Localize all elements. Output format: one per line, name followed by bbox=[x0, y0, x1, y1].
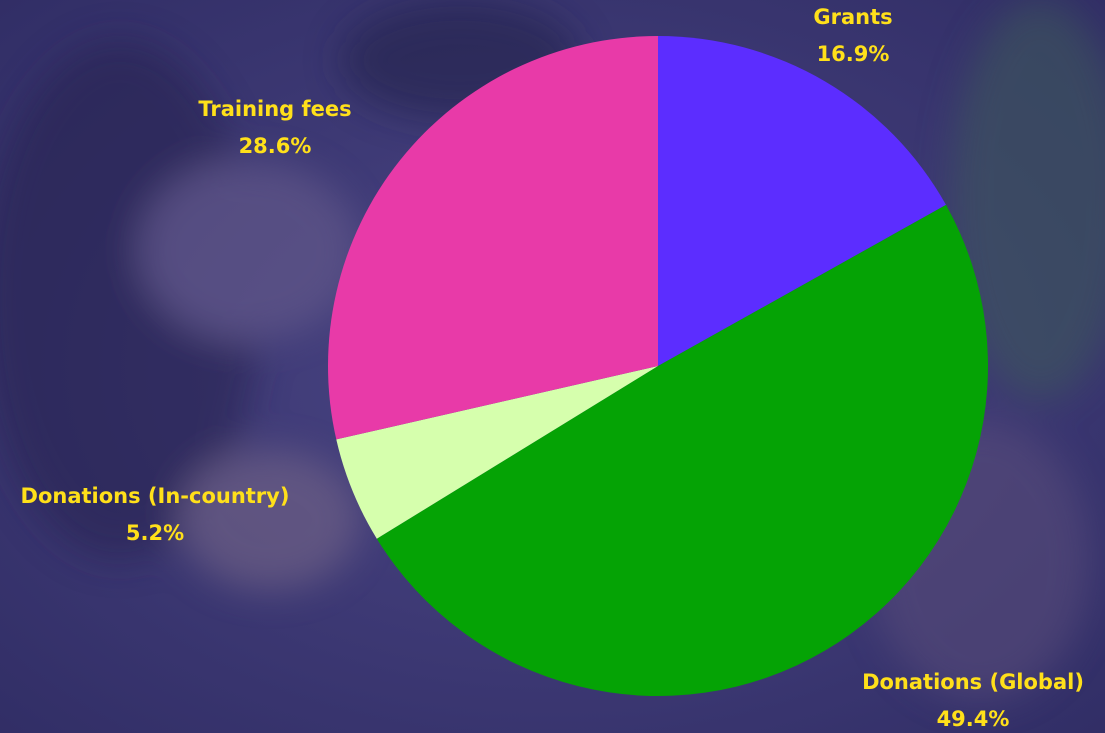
slice-label: Training fees bbox=[198, 97, 351, 121]
chart: Grants 16.9% Donations (Global) 49.4% Donati… bbox=[0, 0, 1105, 733]
page: {"chart_data": {"type": "pie", "categori… bbox=[0, 0, 1105, 733]
slice-value: 49.4% bbox=[937, 707, 1010, 731]
slice-value: 28.6% bbox=[239, 134, 312, 158]
slice-label: Grants bbox=[813, 5, 892, 29]
slice-label: Donations (Global) bbox=[862, 670, 1084, 694]
slice-label: Donations (In-country) bbox=[21, 484, 290, 508]
slice-value: 5.2% bbox=[126, 521, 184, 545]
slice-value: 16.9% bbox=[817, 42, 890, 66]
pie bbox=[328, 36, 988, 696]
